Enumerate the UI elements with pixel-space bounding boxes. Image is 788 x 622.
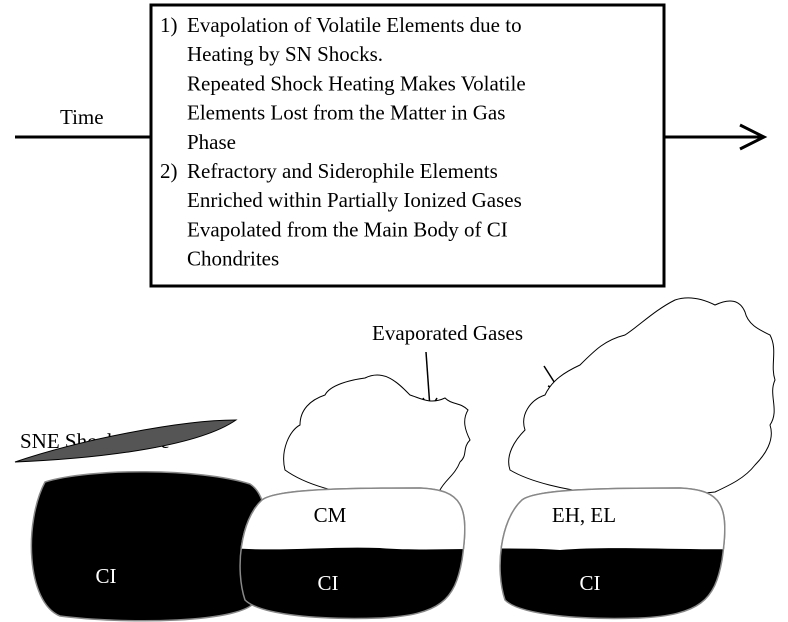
chondrite-body bbox=[30, 470, 267, 622]
shock-wave bbox=[14, 419, 238, 463]
item-line: Phase bbox=[187, 130, 236, 154]
stage-label: CM bbox=[314, 503, 347, 527]
chondrite-body bbox=[499, 487, 726, 620]
gas-cloud bbox=[508, 297, 776, 496]
chondrite-body bbox=[239, 487, 466, 620]
pointer bbox=[425, 351, 431, 409]
item-line: Elements Lost from the Matter in Gas bbox=[187, 101, 505, 125]
stage-label: CI bbox=[96, 564, 117, 588]
item-number: 2) bbox=[160, 159, 178, 183]
text-box bbox=[149, 3, 666, 288]
item-line: Heating by SN Shocks. bbox=[187, 42, 383, 66]
item-line: Refractory and Siderophile Elements bbox=[187, 159, 498, 183]
item-line: Evapolation of Volatile Elements due to bbox=[187, 13, 522, 37]
time-label: Time bbox=[60, 105, 104, 129]
item-line: Evapolated from the Main Body of CI bbox=[187, 217, 508, 241]
arrow-head bbox=[739, 123, 768, 151]
item-line: Repeated Shock Heating Makes Volatile bbox=[187, 71, 526, 95]
stage-label: CI bbox=[580, 571, 601, 595]
evaporated-label: Evaporated Gases bbox=[372, 321, 523, 345]
item-line: Enriched within Partially Ionized Gases bbox=[187, 188, 522, 212]
stage-label: EH, EL bbox=[552, 503, 616, 527]
gas-cloud bbox=[283, 374, 471, 499]
item-line: Chondrites bbox=[187, 247, 279, 271]
item-number: 1) bbox=[160, 13, 178, 37]
stage-label: CI bbox=[318, 571, 339, 595]
